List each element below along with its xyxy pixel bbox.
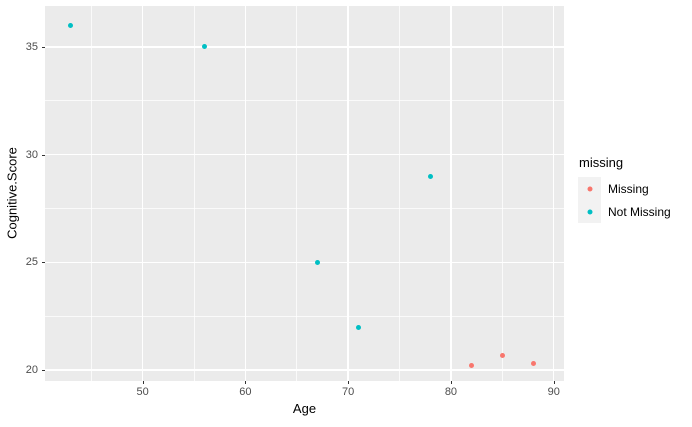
legend-key [578,177,601,200]
y-major-gridline [45,369,564,371]
x-minor-gridline [399,6,401,381]
x-tick-mark [553,381,555,384]
legend-entry: Not Missing [578,200,671,223]
y-major-gridline [45,261,564,264]
y-minor-gridline [45,315,564,317]
y-major-gridline [45,46,564,48]
plot-panel [45,6,564,381]
legend: missing Missing Not Missing [578,155,671,223]
x-tick-label: 90 [547,386,560,398]
y-tick-mark [42,370,45,372]
data-point [314,259,320,265]
data-point [469,363,474,369]
data-point [68,22,74,28]
x-major-gridline [347,6,349,381]
x-major-gridline [450,6,452,381]
x-minor-gridline [90,6,92,381]
y-major-gridline [45,153,564,156]
data-point [499,352,505,358]
legend-entry-label: Not Missing [608,204,671,219]
legend-dot-icon [587,209,592,214]
legend-key [578,200,601,223]
x-tick-label: 60 [239,386,252,398]
legend-entry-label: Missing [608,181,649,196]
y-tick-label: 30 [25,148,38,161]
x-axis: 50 60 70 80 90 [45,381,564,405]
data-point [355,324,361,330]
x-minor-gridline [193,6,195,381]
y-tick-mark [42,154,45,156]
legend-entry: Missing [578,177,671,200]
x-axis-title: Age [292,401,317,416]
x-major-gridline [141,6,144,381]
y-axis: 20 25 30 35 [0,6,45,381]
x-tick-label: 50 [136,386,149,398]
legend-title: missing [579,155,624,170]
legend-dot-icon [587,186,592,191]
x-tick-label: 70 [342,386,355,398]
y-tick-label: 35 [25,40,38,53]
y-tick-mark [42,262,45,264]
x-tick-mark [142,381,144,384]
y-tick-label: 20 [25,364,38,377]
x-minor-gridline [501,6,503,381]
x-minor-gridline [296,6,298,381]
legend-entries: Missing Not Missing [578,177,671,223]
x-major-gridline [244,6,247,381]
data-point [427,173,433,179]
y-minor-gridline [45,208,564,210]
x-major-gridline [552,6,555,381]
data-point [530,361,536,367]
x-tick-mark [450,381,452,384]
x-tick-label: 80 [444,386,458,398]
x-tick-mark [348,381,350,384]
x-tick-mark [245,381,247,384]
y-axis-title: Cognitive.Score [4,147,20,239]
y-minor-gridline [45,100,564,102]
data-point [201,44,207,50]
y-tick-mark [42,46,45,48]
y-tick-label: 25 [25,256,38,269]
